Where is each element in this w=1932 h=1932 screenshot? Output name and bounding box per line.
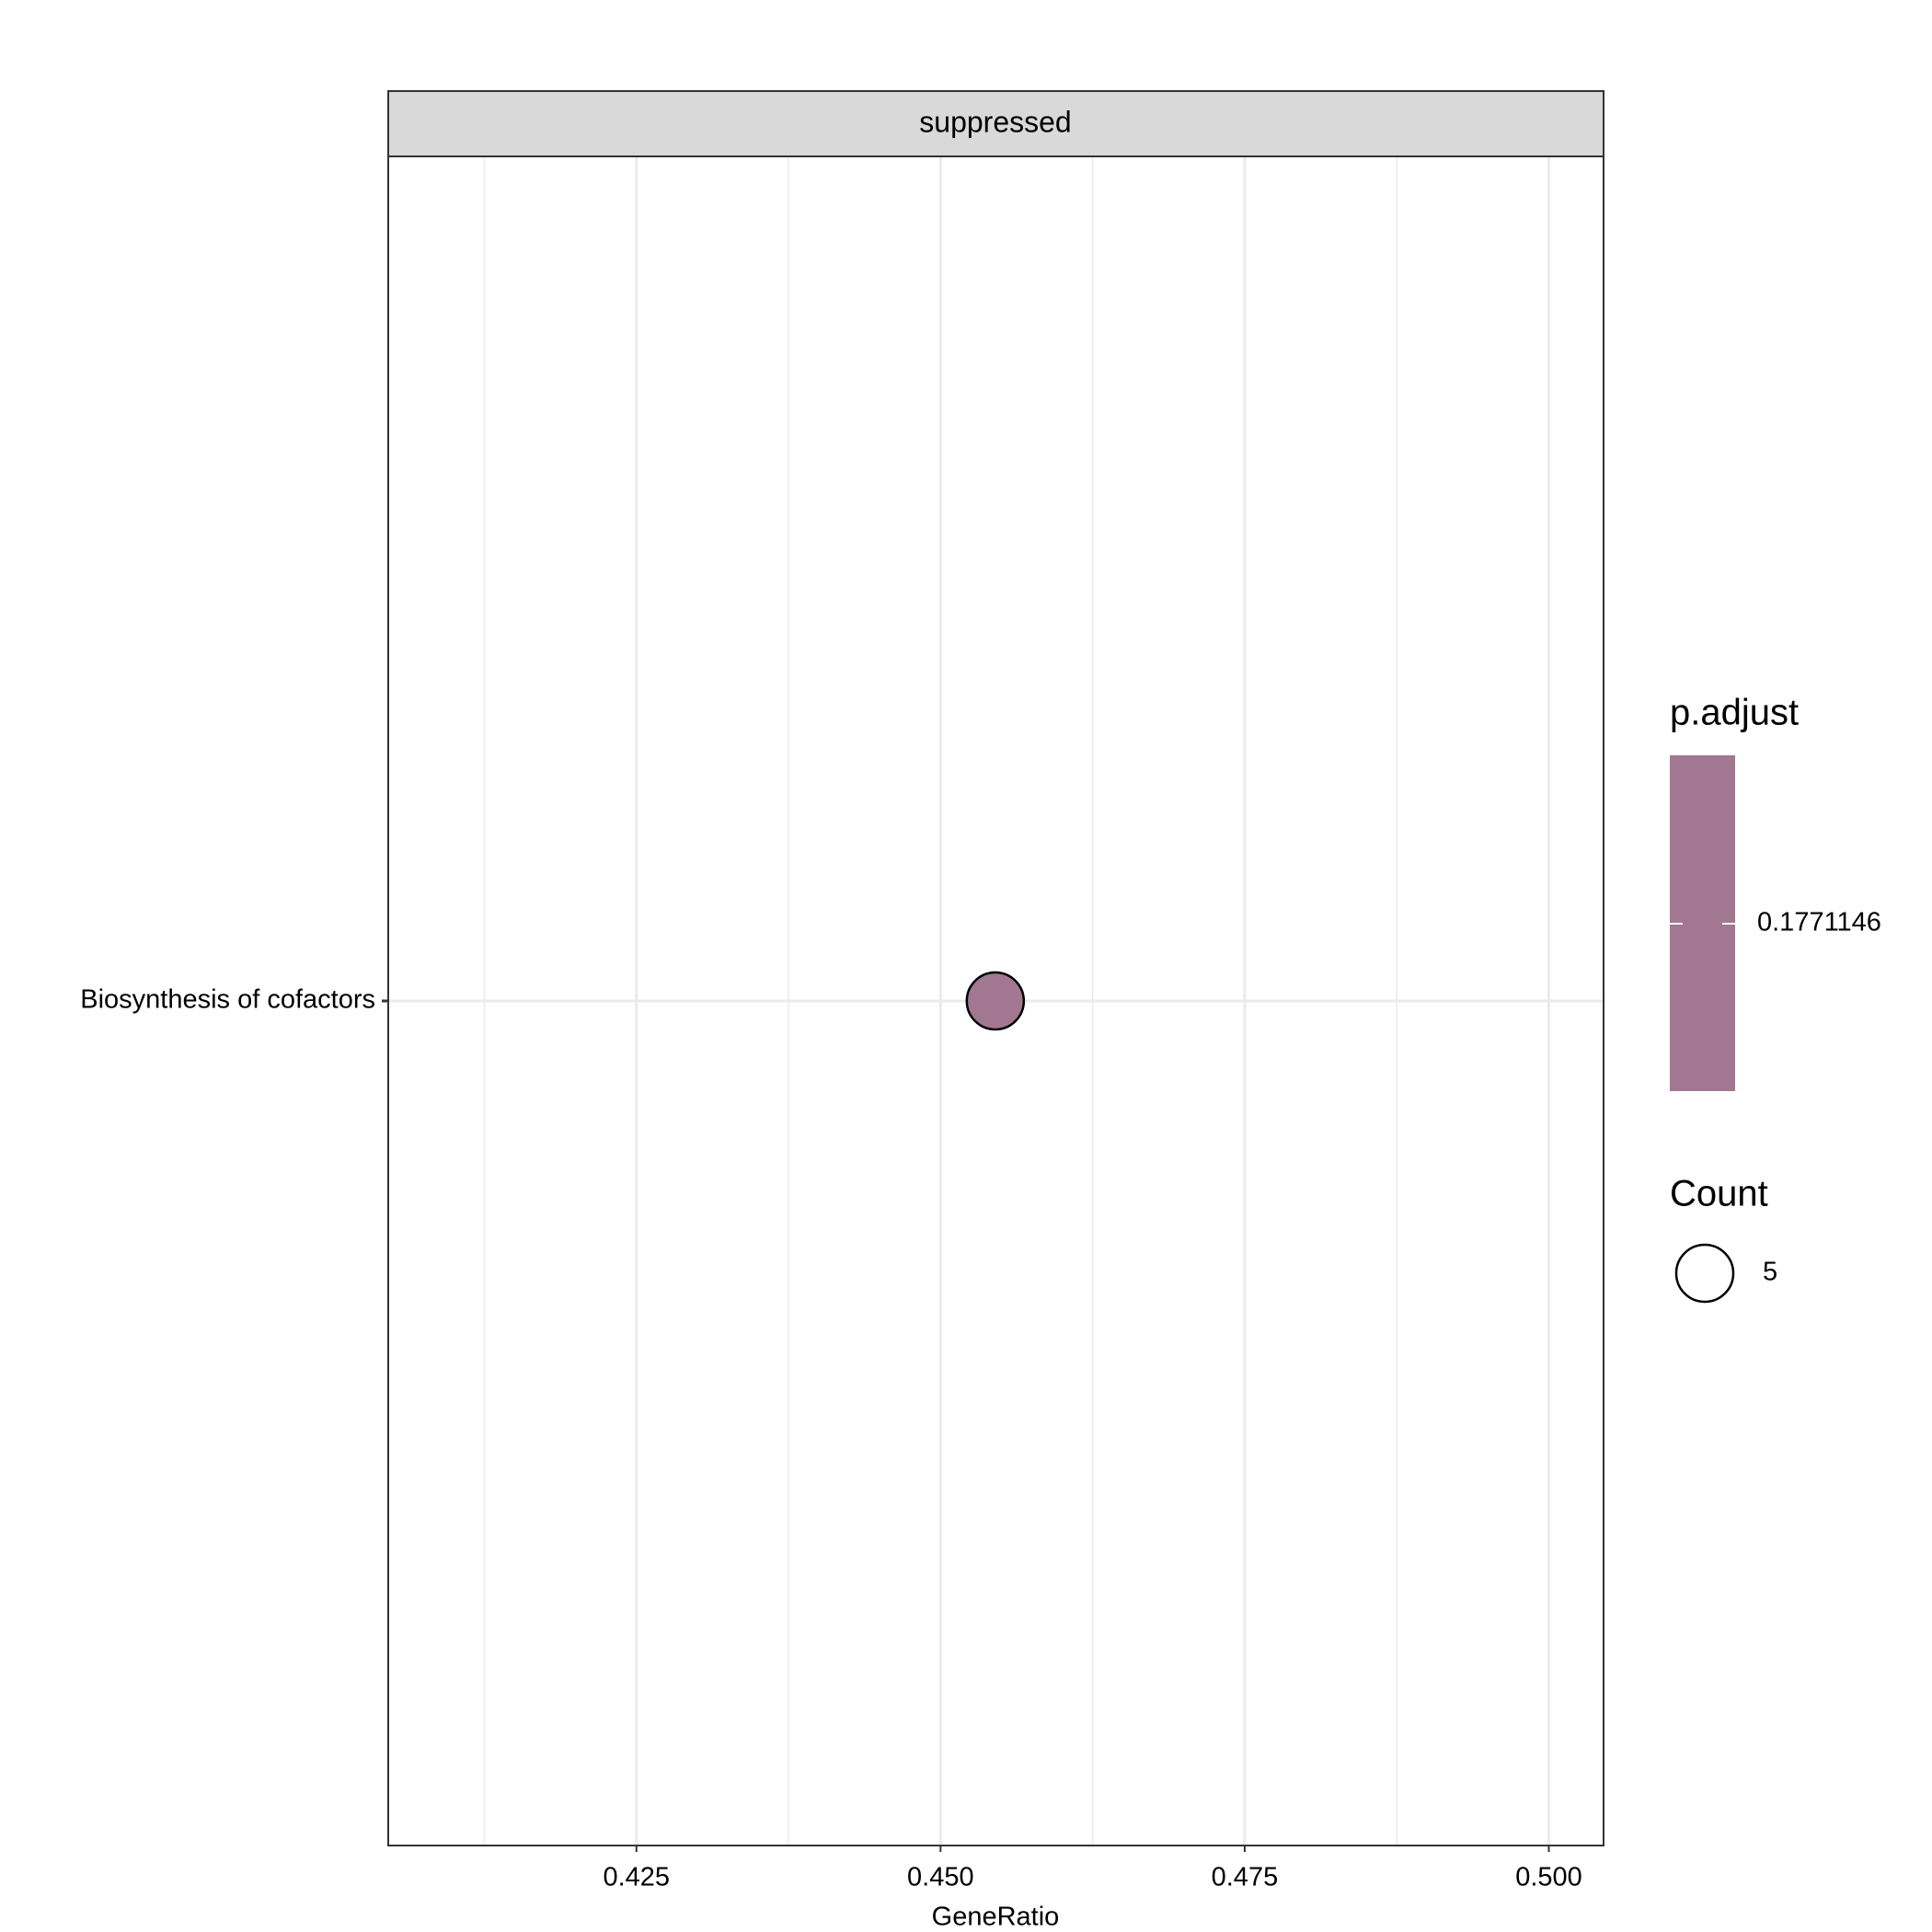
x-tick-label: 0.450 — [907, 1863, 974, 1892]
x-tick-label: 0.425 — [603, 1863, 670, 1892]
facet-label: suppressed — [919, 105, 1071, 138]
facet-strip — [387, 90, 1604, 157]
point — [965, 971, 1026, 1031]
y-tick-label: Biosynthesis of cofactors — [80, 985, 375, 1015]
size-legend-label: 5 — [1763, 1258, 1777, 1287]
x-tick-label: 0.475 — [1212, 1863, 1279, 1892]
color-legend-label: 0.1771146 — [1757, 908, 1881, 937]
size-legend-title: Count — [1670, 1174, 1768, 1214]
size-legend-key — [1674, 1243, 1735, 1304]
panel-border — [387, 155, 1604, 1846]
x-tick-label: 0.500 — [1515, 1863, 1582, 1892]
color-legend-title: p.adjust — [1670, 693, 1799, 733]
x-axis-label: GeneRatio — [932, 1903, 1060, 1932]
